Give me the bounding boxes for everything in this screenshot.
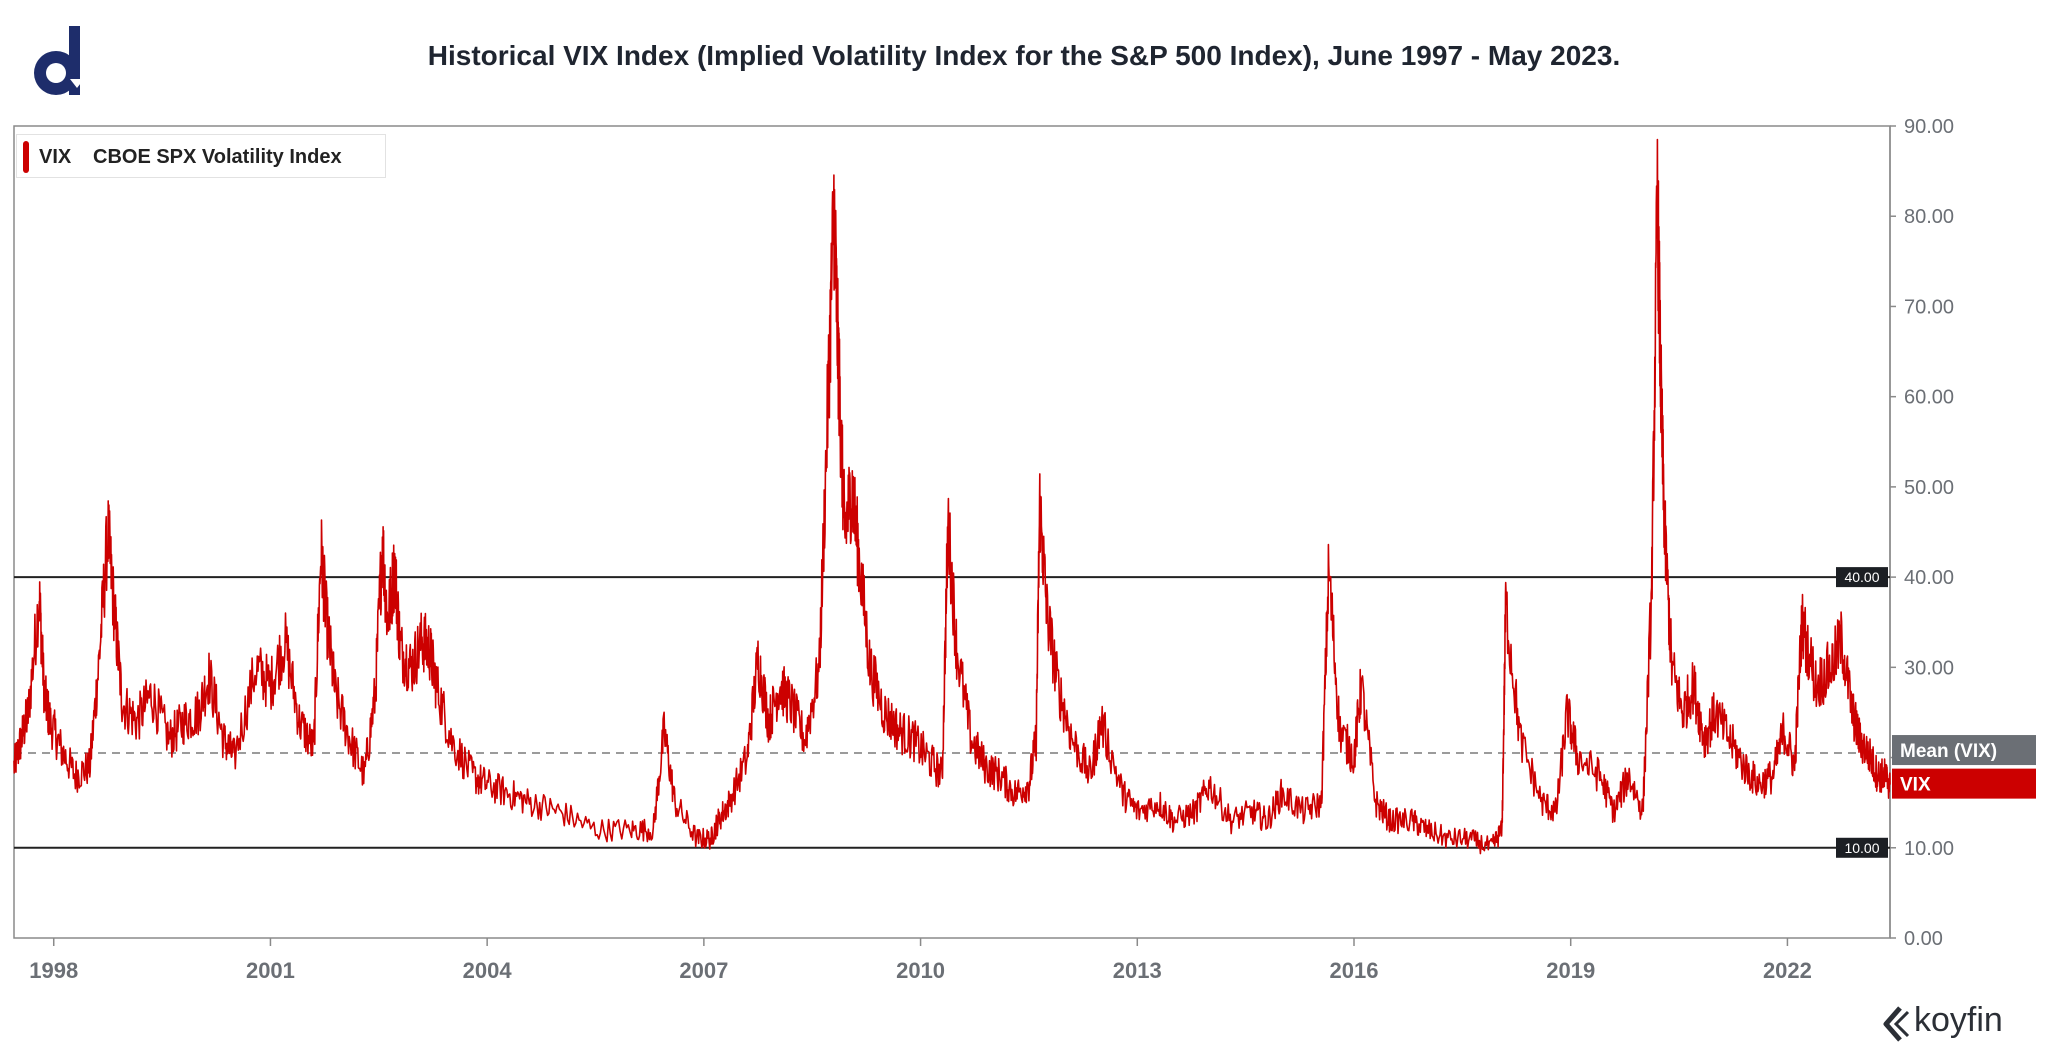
x-tick-label: 2019 bbox=[1546, 958, 1595, 983]
last-value-badge-label: VIX bbox=[1900, 775, 1931, 796]
koyfin-logo-icon bbox=[1883, 1006, 1910, 1042]
reference-badge-label: 40.00 bbox=[1844, 569, 1879, 585]
legend[interactable]: VIX CBOE SPX Volatility Index bbox=[16, 134, 386, 178]
x-tick-label: 2004 bbox=[463, 958, 513, 983]
d-logo-icon bbox=[30, 26, 92, 98]
koyfin-wordmark: koyfin bbox=[1914, 1001, 2003, 1039]
axis-badges: 40.00 10.00 Mean (VIX) VIX bbox=[1836, 567, 2036, 858]
series-layer bbox=[13, 138, 1891, 855]
koyfin-watermark: koyfin bbox=[1880, 1000, 2030, 1044]
y-tick-label: 50.00 bbox=[1904, 477, 1954, 499]
x-tick-label: 2013 bbox=[1113, 958, 1162, 983]
plot-area-border bbox=[13, 125, 1891, 939]
legend-symbol: VIX bbox=[39, 146, 72, 168]
x-tick-label: 1998 bbox=[29, 958, 78, 983]
legend-swatch bbox=[23, 141, 29, 173]
x-tick-label: 2016 bbox=[1330, 958, 1379, 983]
y-tick-label: 70.00 bbox=[1904, 296, 1954, 318]
x-tick-label: 2007 bbox=[679, 958, 728, 983]
x-tick-label: 2010 bbox=[896, 958, 945, 983]
y-tick-label: 10.00 bbox=[1904, 838, 1954, 860]
y-axis: 0.0010.0020.0030.0040.0050.0060.0070.008… bbox=[1889, 116, 1954, 950]
legend-description: CBOE SPX Volatility Index bbox=[93, 146, 342, 168]
y-tick-label: 40.00 bbox=[1904, 567, 1954, 589]
mean-badge-label: Mean (VIX) bbox=[1900, 741, 1997, 762]
y-tick-label: 60.00 bbox=[1904, 387, 1954, 409]
y-tick-label: 90.00 bbox=[1904, 116, 1954, 138]
x-axis: 1998 2001 2004 2007 2010 2013 2016 2019 2022 bbox=[29, 938, 1812, 983]
reference-badge bbox=[1836, 837, 1888, 858]
y-tick-label: 80.00 bbox=[1904, 206, 1954, 228]
y-tick-label: 0.00 bbox=[1904, 928, 1943, 950]
vix-series-line bbox=[13, 138, 1891, 855]
chart-title: Historical VIX Index (Implied Volatility… bbox=[427, 40, 1621, 71]
mean-badge bbox=[1892, 735, 2036, 766]
reference-badge-label: 10.00 bbox=[1844, 840, 1879, 856]
x-tick-label: 2022 bbox=[1763, 958, 1812, 983]
reference-badge bbox=[1836, 567, 1888, 588]
x-tick-label: 2001 bbox=[246, 958, 295, 983]
y-tick-label: 30.00 bbox=[1904, 657, 1954, 679]
last-value-badge bbox=[1892, 768, 2036, 799]
